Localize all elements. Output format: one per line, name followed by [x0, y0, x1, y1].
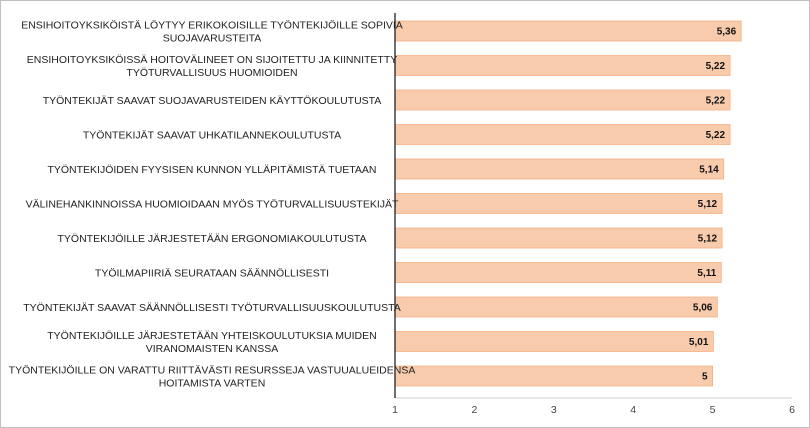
category-label-line: VIRANOMAISTEN KANSSA: [146, 343, 278, 355]
category-label-line: ENSIHOITOYKSIKÖISSÄ HOITOVÄLINEET ON SIJ…: [27, 54, 398, 66]
bar: [394, 331, 714, 352]
category-label-line: TYÖNTEKIJÄT SAAVAT SÄÄNNÖLLISESTI TYÖTUR…: [23, 302, 401, 314]
category-label: TYÖNTEKIJÖILLE JÄRJESTETÄÄN YHTEISKOULUT…: [47, 330, 376, 355]
category-label-line: TYÖILMAPIIRIÄ SEURATAAN SÄÄNNÖLLISESTI: [95, 267, 329, 279]
category-label: TYÖILMAPIIRIÄ SEURATAAN SÄÄNNÖLLISESTI: [95, 267, 329, 279]
bar: [394, 227, 723, 249]
category-label-line: TYÖNTEKIJÖILLE JÄRJESTETÄÄN ERGONOMIAKOU…: [57, 233, 366, 245]
x-tick-label: 3: [551, 404, 557, 416]
category-label-line: TYÖNTEKIJÖILLE ON VARATTU RIITTÄVÄSTI RE…: [9, 364, 416, 376]
x-tick-label: 1: [392, 404, 398, 416]
bar: [394, 296, 718, 318]
bars-layer: [394, 20, 742, 387]
category-label: TYÖNTEKIJÄT SAAVAT UHKATILANNEKOULUTUSTA: [83, 129, 341, 141]
category-labels: ENSIHOITOYKSIKÖISTÄ LÖYTYY ERIKOKOISILLE…: [9, 19, 416, 389]
data-label: 5,22: [706, 61, 726, 72]
data-label: 5,22: [706, 96, 726, 107]
category-label: TYÖNTEKIJÖILLE JÄRJESTETÄÄN ERGONOMIAKOU…: [57, 233, 366, 245]
data-label: 5,14: [699, 165, 719, 176]
bar: [394, 262, 722, 283]
data-label: 5,12: [698, 199, 718, 210]
bar: [394, 89, 731, 111]
category-label-line: ENSIHOITOYKSIKÖISTÄ LÖYTYY ERIKOKOISILLE…: [21, 19, 403, 31]
category-label-line: TYÖNTEKIJÖILLE JÄRJESTETÄÄN YHTEISKOULUT…: [47, 330, 376, 342]
category-label-line: TYÖNTEKIJÖIDEN FYYSISEN KUNNON YLLÄPITÄM…: [47, 164, 376, 176]
data-label: 5,11: [697, 268, 716, 279]
category-label-line: VÄLINEHANKINNOISSA HUOMIOIDAAN MYÖS TYÖT…: [26, 198, 399, 210]
bar: [394, 158, 725, 180]
data-label: 5,12: [698, 234, 718, 245]
bar: [394, 20, 742, 42]
category-label: TYÖNTEKIJÖIDEN FYYSISEN KUNNON YLLÄPITÄM…: [47, 164, 376, 176]
category-label-line: TYÖNTEKIJÄT SAAVAT SUOJAVARUSTEIDEN KÄYT…: [43, 95, 382, 107]
category-label-line: SUOJAVARUSTEITA: [163, 32, 262, 44]
category-label-line: TYÖTURVALLISUUS HUOMIOIDEN: [126, 67, 297, 79]
category-label: ENSIHOITOYKSIKÖISTÄ LÖYTYY ERIKOKOISILLE…: [21, 19, 403, 44]
category-label: TYÖNTEKIJÄT SAAVAT SÄÄNNÖLLISESTI TYÖTUR…: [23, 302, 401, 314]
data-label: 5,36: [717, 27, 737, 38]
category-label-line: HOITAMISTA VARTEN: [159, 377, 266, 389]
bar: [394, 365, 714, 387]
x-axis: 1 2 3 4 5 6: [392, 397, 795, 416]
category-label: VÄLINEHANKINNOISSA HUOMIOIDAAN MYÖS TYÖT…: [26, 198, 399, 210]
data-label: 5,22: [706, 130, 726, 141]
x-tick-label: 2: [471, 404, 477, 416]
data-label: 5,06: [693, 303, 713, 314]
category-label: TYÖNTEKIJÄT SAAVAT SUOJAVARUSTEIDEN KÄYT…: [43, 95, 382, 107]
data-labels: 5,36 5,22 5,22 5,22 5,14 5,12 5,12 5,11 5,06 5,01…: [689, 27, 737, 383]
bar: [394, 193, 723, 214]
bar: [394, 55, 731, 76]
x-tick-label: 5: [710, 404, 716, 416]
data-label: 5,01: [689, 337, 709, 348]
category-label-line: TYÖNTEKIJÄT SAAVAT UHKATILANNEKOULUTUSTA: [83, 129, 341, 141]
x-tick-label: 4: [630, 404, 636, 416]
category-label: TYÖNTEKIJÖILLE ON VARATTU RIITTÄVÄSTI RE…: [9, 364, 416, 389]
x-tick-label: 6: [789, 404, 795, 416]
category-label: ENSIHOITOYKSIKÖISSÄ HOITOVÄLINEET ON SIJ…: [27, 54, 398, 79]
bar: [394, 124, 731, 145]
data-label: 5: [702, 372, 708, 383]
